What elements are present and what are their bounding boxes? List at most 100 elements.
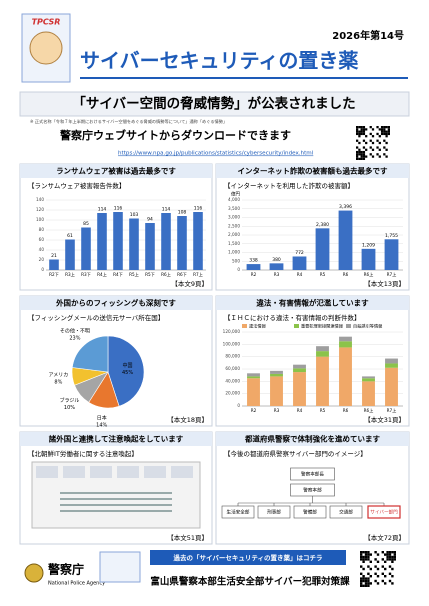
- value-label: 338: [249, 258, 258, 264]
- y-tick-label: 20,000: [225, 391, 240, 396]
- panel-caption: 【フィッシングメールの送信元サーバ所在国】: [28, 313, 164, 322]
- value-label: 108: [178, 210, 187, 216]
- qr-cell: [367, 572, 370, 575]
- org-label: 警備部: [303, 509, 317, 516]
- qr-cell: [360, 150, 363, 154]
- page-ref: 【本文72頁】: [364, 533, 405, 542]
- y-tick-label: 3,000: [228, 215, 240, 220]
- qr-cell: [393, 551, 396, 554]
- link-text[interactable]: 過去の「サイバーセキュリティの置き薬」はコチラ: [173, 553, 323, 562]
- qr-cell: [367, 565, 370, 568]
- link-band[interactable]: [150, 550, 346, 565]
- bar-segment: [270, 373, 283, 377]
- qr-cell: [358, 157, 361, 160]
- y-tick-label: 3,500: [228, 206, 240, 211]
- bar-segment: [247, 378, 260, 406]
- bar: [177, 216, 187, 270]
- bar: [97, 213, 107, 270]
- panel-heading: インターネット詐欺の被害額も過去最多です: [238, 166, 388, 176]
- qr-cell: [364, 579, 368, 583]
- org-box: [290, 483, 335, 497]
- qr-cell: [388, 551, 392, 554]
- text-line: [60, 492, 172, 494]
- qr-cell: [378, 141, 381, 145]
- bar: [81, 227, 91, 270]
- qr-cell: [381, 579, 384, 583]
- footer-logo: [99, 551, 141, 583]
- qr-cell: [385, 155, 388, 158]
- value-label: 772: [295, 250, 304, 256]
- org-label: 警察本部長: [301, 471, 324, 478]
- bar: [129, 218, 139, 270]
- qr-cell: [374, 551, 377, 554]
- org-label: サイバー部門: [370, 509, 398, 516]
- bar-segment: [385, 358, 398, 364]
- pie-label: 中国: [123, 362, 133, 369]
- qr-cell: [362, 130, 366, 133]
- qr-cell: [365, 128, 368, 131]
- qr-cell: [362, 153, 366, 156]
- bar-segment: [316, 351, 329, 357]
- pie-value: 45%: [122, 370, 133, 376]
- qr-cell: [360, 153, 363, 156]
- qr-cell: [376, 553, 380, 556]
- url[interactable]: https://www.npa.go.jp/publications/stati…: [118, 151, 314, 157]
- qr-cell: [383, 153, 386, 156]
- y-tick-label: 0: [41, 267, 44, 272]
- page-ref: 【本文51頁】: [167, 533, 208, 542]
- qr-cell: [367, 584, 370, 587]
- qr-cell: [362, 155, 366, 158]
- page-ref: 【本文31頁】: [364, 415, 405, 424]
- qr-cell: [360, 551, 363, 554]
- x-tick-label: R6: [343, 272, 349, 277]
- qr-code[interactable]: [360, 551, 396, 587]
- qr-cell: [380, 130, 384, 133]
- value-label: 1,755: [385, 233, 398, 239]
- logo-chip: [36, 466, 58, 478]
- qr-code[interactable]: [356, 126, 390, 160]
- qr-cell: [364, 582, 368, 585]
- qr-cell: [365, 155, 368, 158]
- qr-cell: [391, 558, 394, 561]
- qr-cell: [369, 582, 372, 585]
- y-tick-label: 120,000: [223, 329, 241, 334]
- qr-cell: [376, 567, 380, 571]
- bar-segment: [339, 341, 352, 348]
- qr-cell: [383, 130, 386, 133]
- qr-cell: [360, 553, 363, 556]
- qr-cell: [360, 128, 363, 131]
- qr-cell: [360, 157, 363, 160]
- legend-label: 自殺誘引等情報: [353, 323, 383, 330]
- bar: [193, 212, 203, 270]
- agency-en: National Police Agency: [48, 581, 105, 587]
- qr-cell: [376, 575, 380, 578]
- qr-cell: [358, 150, 361, 154]
- qr-cell: [383, 128, 386, 131]
- qr-cell: [369, 560, 372, 563]
- x-tick-label: R6: [343, 408, 349, 413]
- panel-heading: 外国からのフィッシングも深刻です: [56, 298, 176, 308]
- qr-cell: [358, 141, 361, 145]
- qr-cell: [358, 130, 361, 133]
- qr-cell: [384, 553, 387, 556]
- value-label: 380: [272, 257, 281, 263]
- org-label: 刑事部: [267, 509, 281, 516]
- qr-cell: [381, 565, 384, 568]
- x-tick-label: R7上: [387, 271, 397, 277]
- text-line: [60, 504, 172, 506]
- download-text: 警察庁ウェブサイトからダウンロードできます: [59, 128, 291, 142]
- qr-cell: [360, 555, 363, 559]
- x-tick-label: R6下: [177, 272, 187, 278]
- headline: 「サイバー空間の脅威情勢」が公表されました: [72, 95, 355, 112]
- qr-cell: [360, 584, 363, 587]
- pie-value: 14%: [96, 423, 107, 429]
- qr-cell: [360, 565, 363, 568]
- panel-caption: 【ＩＨＣにおける違法・有害情報の判断件数】: [224, 313, 361, 322]
- org-label: 警察本部: [303, 487, 322, 494]
- qr-cell: [358, 126, 361, 129]
- x-tick-label: R3: [274, 408, 280, 413]
- panel-heading: 諸外国と連携して注意喚起をしています: [49, 434, 184, 444]
- value-label: 85: [83, 221, 89, 227]
